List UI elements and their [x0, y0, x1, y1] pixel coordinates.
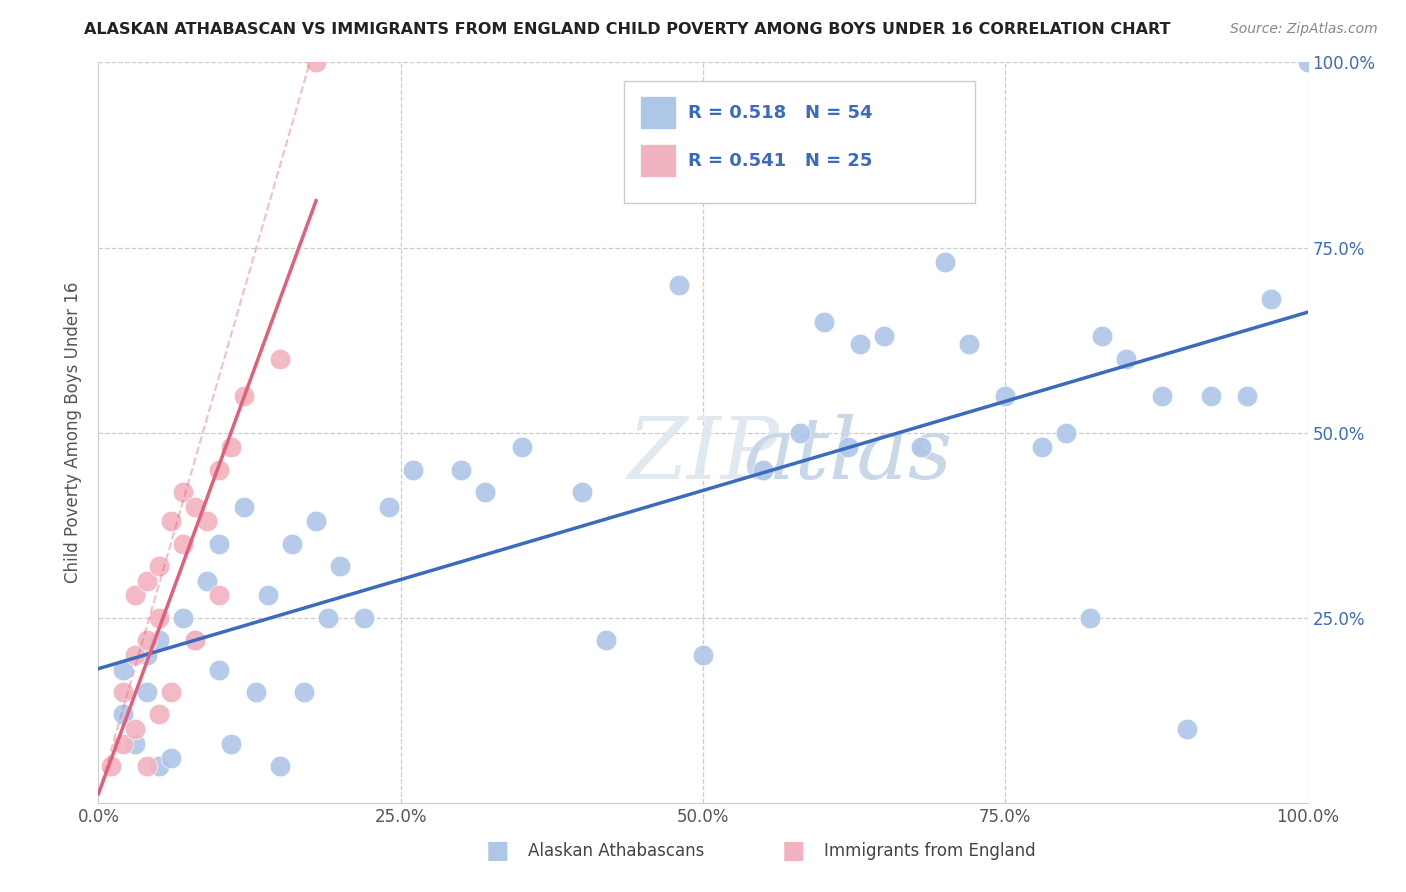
Point [111, 663, 134, 677]
Point [910, 441, 932, 455]
Point [111, 685, 134, 699]
Point [1078, 610, 1101, 624]
Text: Immigrants from England: Immigrants from England [824, 842, 1036, 860]
Point [172, 610, 194, 624]
Point [813, 314, 835, 328]
Point [450, 462, 472, 476]
Point [172, 484, 194, 499]
Point [172, 536, 194, 550]
Point [208, 462, 231, 476]
Point [353, 610, 375, 624]
Point [957, 336, 980, 351]
Point [124, 722, 146, 736]
Point [135, 574, 157, 588]
Point [160, 515, 183, 529]
Text: ALASKAN ATHABASCAN VS IMMIGRANTS FROM ENGLAND CHILD POVERTY AMONG BOYS UNDER 16 : ALASKAN ATHABASCAN VS IMMIGRANTS FROM EN… [84, 22, 1171, 37]
Point [111, 706, 134, 721]
Point [135, 648, 157, 662]
Point [208, 589, 231, 603]
Point [195, 574, 218, 588]
Point [873, 329, 896, 343]
Point [135, 685, 157, 699]
Point [316, 610, 339, 624]
Point [1175, 722, 1198, 736]
Point [510, 441, 533, 455]
Point [135, 632, 157, 647]
Point [184, 500, 207, 514]
Point [849, 336, 872, 351]
Point [329, 558, 352, 573]
Point [269, 758, 291, 772]
Text: Source: ZipAtlas.com: Source: ZipAtlas.com [1230, 22, 1378, 37]
Point [135, 758, 157, 772]
Text: R = 0.518   N = 54: R = 0.518 N = 54 [689, 103, 873, 122]
Text: ■: ■ [782, 838, 806, 863]
Point [1115, 351, 1137, 366]
Point [232, 500, 254, 514]
Point [934, 255, 956, 269]
Point [269, 351, 291, 366]
Point [124, 737, 146, 751]
Point [195, 515, 218, 529]
Point [837, 441, 859, 455]
Text: Alaskan Athabascans: Alaskan Athabascans [527, 842, 704, 860]
Point [124, 648, 146, 662]
Text: ■: ■ [485, 838, 509, 863]
Point [402, 462, 425, 476]
Point [160, 751, 183, 765]
Bar [640, 144, 676, 178]
Point [1236, 388, 1258, 402]
Point [994, 388, 1017, 402]
Point [221, 737, 243, 751]
Point [305, 55, 328, 70]
Point [292, 685, 315, 699]
Point [1091, 329, 1114, 343]
Point [789, 425, 811, 440]
Point [256, 589, 278, 603]
Point [305, 515, 328, 529]
Point [752, 462, 775, 476]
Point [124, 589, 146, 603]
Point [595, 632, 617, 647]
Point [571, 484, 593, 499]
Point [1054, 425, 1077, 440]
Point [184, 632, 207, 647]
Y-axis label: Child Poverty Among Boys Under 16: Child Poverty Among Boys Under 16 [65, 282, 83, 583]
Point [377, 500, 399, 514]
Text: R = 0.541   N = 25: R = 0.541 N = 25 [689, 152, 873, 169]
Point [1031, 441, 1053, 455]
Point [208, 663, 231, 677]
Point [1152, 388, 1174, 402]
Point [245, 685, 267, 699]
Point [668, 277, 690, 292]
Point [281, 536, 304, 550]
Point [148, 706, 170, 721]
Point [148, 632, 170, 647]
Point [1260, 293, 1282, 307]
Point [221, 441, 243, 455]
Point [184, 632, 207, 647]
Point [208, 536, 231, 550]
Point [148, 558, 170, 573]
Bar [640, 95, 676, 129]
Text: atlas: atlas [744, 414, 953, 496]
Point [1199, 388, 1222, 402]
Point [692, 648, 714, 662]
FancyBboxPatch shape [624, 81, 976, 203]
Point [232, 388, 254, 402]
Point [1296, 55, 1319, 70]
Point [160, 685, 183, 699]
Point [111, 737, 134, 751]
Point [148, 758, 170, 772]
Point [474, 484, 496, 499]
Point [148, 610, 170, 624]
Point [100, 758, 122, 772]
Text: ZIP: ZIP [627, 414, 779, 496]
